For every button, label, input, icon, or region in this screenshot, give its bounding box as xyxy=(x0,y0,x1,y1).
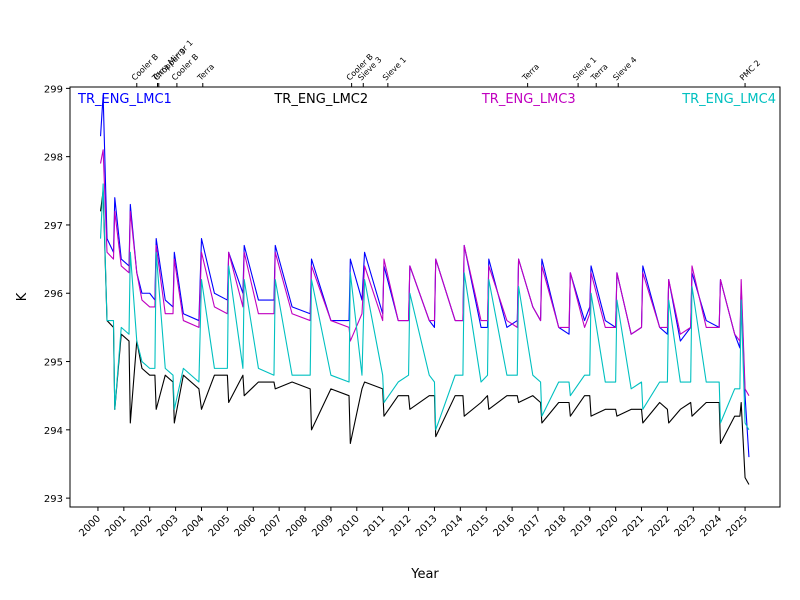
x-tick-label: 2001 xyxy=(103,513,129,539)
x-tick-label: 2003 xyxy=(155,513,181,539)
event-label: Terra xyxy=(195,62,216,83)
x-tick-label: 2015 xyxy=(466,513,492,539)
x-tick-label: 2016 xyxy=(491,513,517,539)
y-tick-label: 293 xyxy=(44,494,63,505)
x-tick-label: 2010 xyxy=(336,513,362,539)
x-tick-label: 2024 xyxy=(699,513,725,539)
x-tick-label: 2019 xyxy=(569,513,595,539)
event-label: Sieve 4 xyxy=(611,55,638,82)
series-line xyxy=(99,190,750,485)
y-tick-label: 294 xyxy=(44,426,63,437)
series-label: TR_ENG_LMC2 xyxy=(273,92,368,107)
y-tick-label: 299 xyxy=(44,84,63,95)
y-tick-label: 295 xyxy=(44,358,63,369)
x-axis-label: Year xyxy=(410,567,439,582)
event-label: Terra xyxy=(520,62,541,83)
y-tick-label: 298 xyxy=(44,153,63,164)
event-label: Sieve 1 xyxy=(381,55,408,82)
x-tick-label: 2002 xyxy=(129,513,155,539)
x-tick-label: 2014 xyxy=(440,513,466,539)
x-tick-label: 2018 xyxy=(543,513,569,539)
x-tick-label: 2025 xyxy=(724,513,750,539)
series-line xyxy=(99,149,750,396)
y-tick-label: 297 xyxy=(44,221,63,232)
series-label: TR_ENG_LMC4 xyxy=(681,92,776,107)
series-line xyxy=(99,94,750,458)
x-tick-label: 2009 xyxy=(310,513,336,539)
plot-frame xyxy=(69,86,781,508)
x-tick-label: 2013 xyxy=(414,513,440,539)
series-label: TR_ENG_LMC3 xyxy=(481,92,576,107)
x-tick-label: 2005 xyxy=(207,513,233,539)
y-axis-label: K xyxy=(15,292,30,301)
series-line xyxy=(99,183,750,431)
y-tick-label: 296 xyxy=(44,289,63,300)
x-tick-label: 2017 xyxy=(517,513,543,539)
x-tick-label: 2008 xyxy=(284,513,310,539)
series-label: TR_ENG_LMC1 xyxy=(77,92,172,107)
x-tick-label: 2000 xyxy=(77,513,103,539)
x-tick-label: 2004 xyxy=(181,513,207,539)
x-tick-label: 2011 xyxy=(362,513,388,539)
x-tick-label: 2023 xyxy=(673,513,699,539)
x-tick-label: 2021 xyxy=(621,513,647,539)
x-tick-label: 2012 xyxy=(388,513,414,539)
x-tick-label: 2007 xyxy=(258,513,284,539)
event-label: PMC 2 xyxy=(738,58,762,82)
x-tick-label: 2020 xyxy=(595,513,621,539)
x-tick-label: 2006 xyxy=(233,513,259,539)
x-tick-label: 2022 xyxy=(647,513,673,539)
